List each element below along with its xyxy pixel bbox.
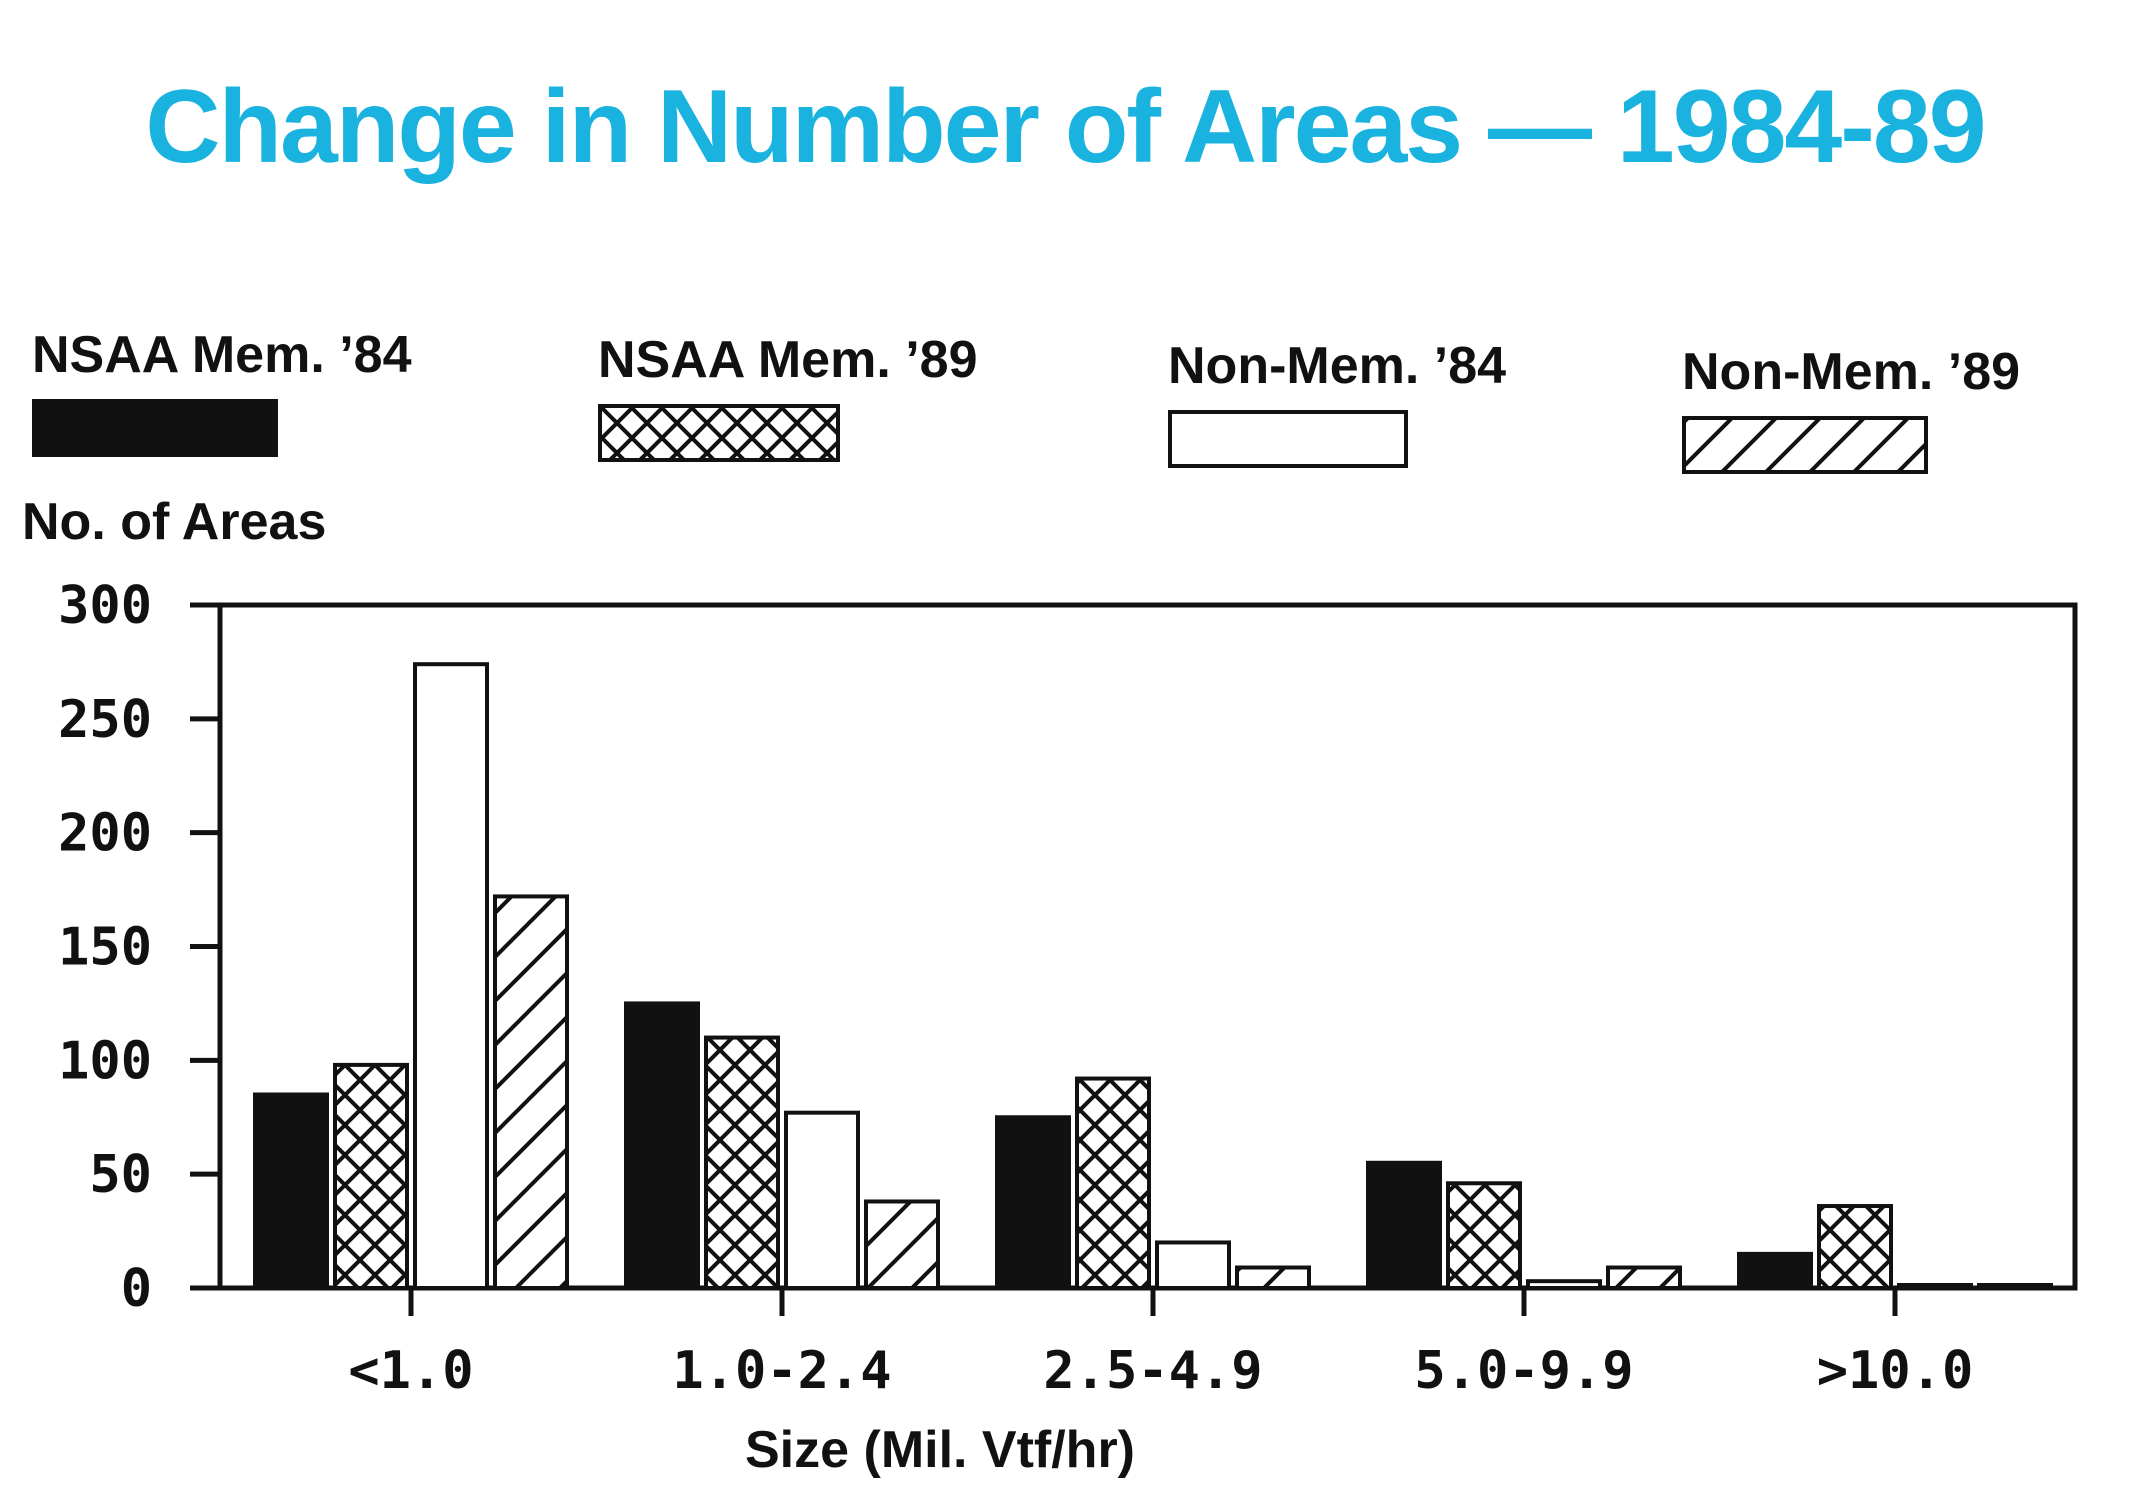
legend-swatch-solid bbox=[32, 399, 282, 461]
bar bbox=[1737, 1251, 1813, 1290]
legend-label: Non-Mem. ’84 bbox=[1168, 337, 1507, 395]
bar bbox=[333, 1062, 409, 1291]
y-tick-label: 300 bbox=[58, 576, 152, 636]
bar bbox=[704, 1035, 780, 1290]
x-tick-label: >10.0 bbox=[1817, 1341, 1974, 1401]
legend-swatch-crosshatch bbox=[598, 404, 844, 466]
legend-swatch-white bbox=[1168, 410, 1412, 472]
x-tick-label: 2.5-4.9 bbox=[1043, 1341, 1262, 1401]
bar bbox=[1235, 1265, 1311, 1291]
bar bbox=[1446, 1181, 1522, 1290]
y-axis-title: No. of Areas bbox=[22, 493, 327, 551]
bar bbox=[253, 1092, 329, 1290]
bar bbox=[1526, 1279, 1602, 1291]
legend-item-nonmem-84: Non-Mem. ’84 bbox=[1168, 336, 1506, 473]
legend-item-nsaa-89: NSAA Mem. ’89 bbox=[598, 330, 978, 467]
y-tick-label: 200 bbox=[58, 804, 152, 864]
bar bbox=[784, 1110, 860, 1290]
bar bbox=[1897, 1283, 1973, 1290]
x-tick-label: 1.0-2.4 bbox=[672, 1341, 891, 1401]
bar bbox=[413, 662, 489, 1290]
y-tick-label: 50 bbox=[89, 1145, 152, 1205]
y-tick-label: 100 bbox=[58, 1031, 152, 1091]
bar bbox=[1606, 1265, 1682, 1291]
bar bbox=[864, 1199, 940, 1291]
legend-swatch-diagonal bbox=[1682, 416, 1932, 478]
x-tick-label: <1.0 bbox=[348, 1341, 473, 1401]
legend-label: NSAA Mem. ’84 bbox=[32, 326, 412, 384]
chart-title: Change in Number of Areas — 1984-89 bbox=[145, 69, 1986, 185]
bar bbox=[493, 894, 569, 1290]
x-axis-title: Size (Mil. Vtf/hr) bbox=[745, 1421, 1135, 1479]
legend-label: Non-Mem. ’89 bbox=[1682, 343, 2021, 401]
y-tick-label: 0 bbox=[121, 1259, 152, 1319]
legend-label: NSAA Mem. ’89 bbox=[598, 331, 978, 389]
bar bbox=[624, 1001, 700, 1291]
bar bbox=[1977, 1283, 2053, 1290]
bar bbox=[1075, 1076, 1151, 1290]
bar bbox=[1366, 1160, 1442, 1290]
bar bbox=[995, 1115, 1071, 1290]
bar bbox=[1817, 1204, 1893, 1291]
x-tick-label: 5.0-9.9 bbox=[1414, 1341, 1633, 1401]
legend-item-nonmem-89: Non-Mem. ’89 bbox=[1682, 342, 2020, 479]
y-tick-label: 250 bbox=[58, 690, 152, 750]
y-tick-label: 150 bbox=[58, 918, 152, 978]
bar bbox=[1155, 1240, 1231, 1291]
legend-item-nsaa-84: NSAA Mem. ’84 bbox=[32, 325, 412, 462]
